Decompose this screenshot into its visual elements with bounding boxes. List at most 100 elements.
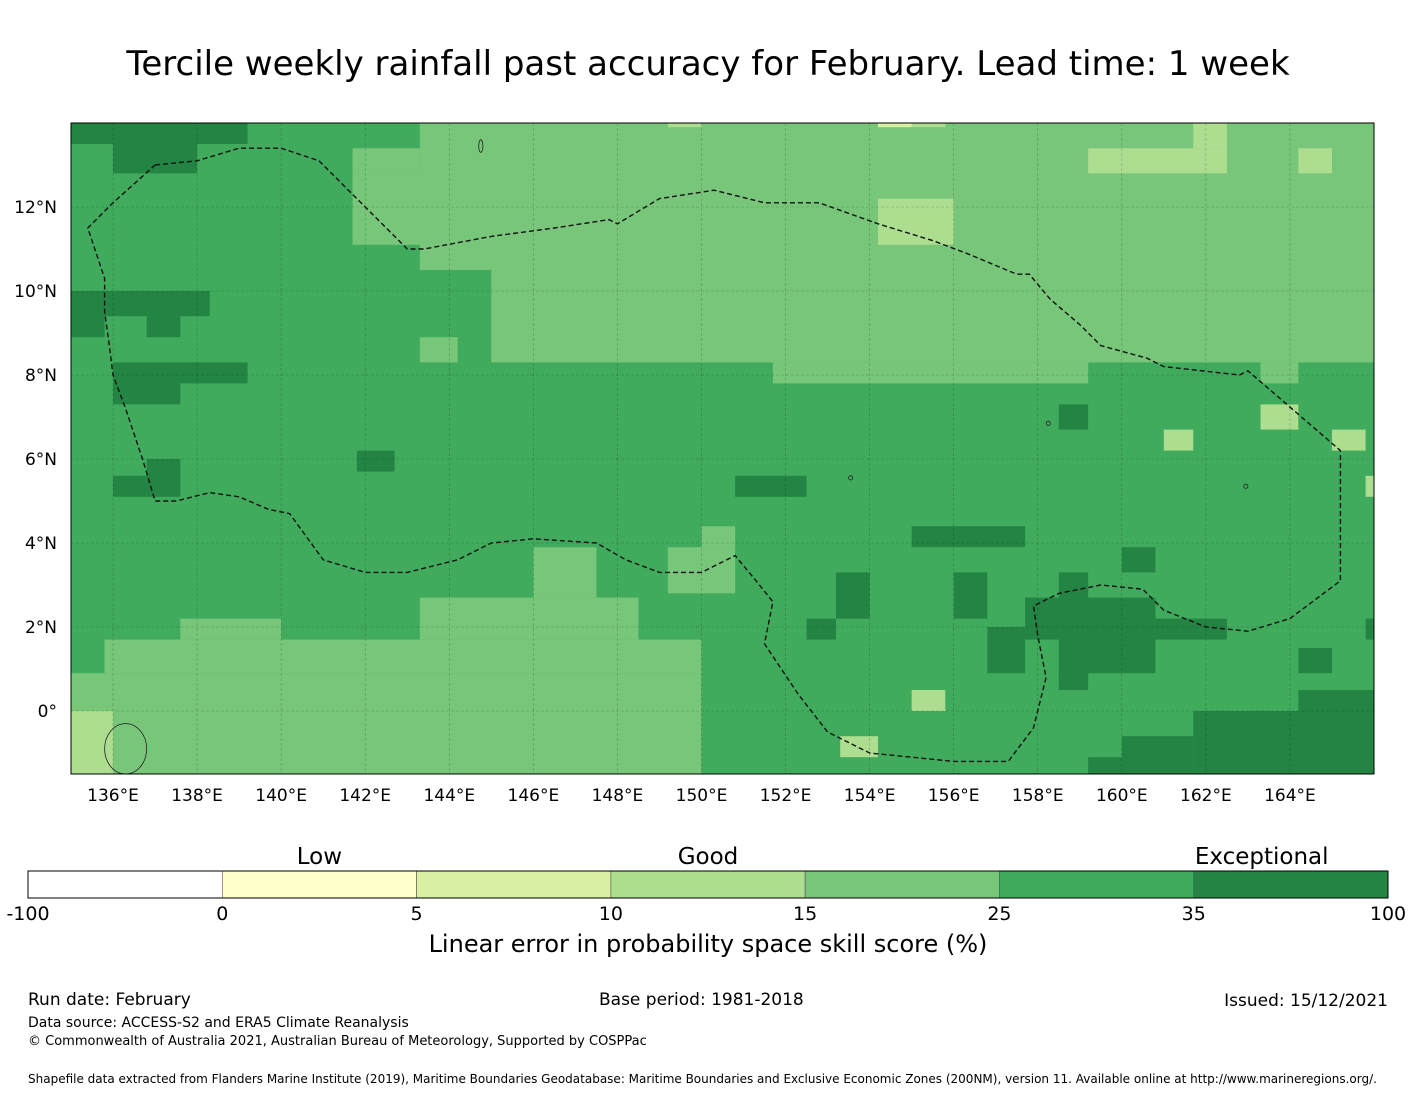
longitude-tick-label: 162°E	[1180, 786, 1232, 806]
latitude-ticks: 12°N 10°N 8°N 6°N 4°N 2°N 0°	[14, 198, 57, 722]
colorbar-segment	[804, 870, 1000, 899]
grid-cell	[419, 597, 639, 640]
longitude-ticks: 136°E 138°E 140°E 142°E 144°E 146°E 148°E 150°E…	[87, 786, 1316, 806]
colorbar-category-label: Low	[297, 844, 342, 870]
grid-cell	[352, 148, 420, 174]
grid-cell	[1365, 618, 1374, 640]
grid-cell	[1260, 362, 1299, 384]
grid-cell	[180, 618, 282, 640]
graticule	[71, 123, 1374, 774]
colorbar-segment	[221, 870, 417, 899]
latitude-tick-label: 12°N	[14, 198, 57, 218]
base-period: Base period: 1981-2018	[599, 990, 804, 1010]
longitude-tick-label: 148°E	[592, 786, 644, 806]
colorbar-tick-label: -100	[6, 903, 49, 925]
grid-cell	[987, 627, 1026, 674]
colorbar-tick-label: 15	[793, 903, 817, 925]
grid-cell	[667, 123, 702, 128]
colorbar-segment	[27, 870, 223, 899]
colorbar-segment	[1193, 870, 1389, 899]
grid-cell	[1193, 123, 1227, 149]
grid-cell	[953, 572, 988, 619]
grid-cell	[356, 450, 395, 472]
grid-cell	[840, 736, 879, 758]
grid-cell	[1058, 639, 1156, 674]
grid-cell	[1163, 429, 1194, 451]
latitude-tick-label: 8°N	[25, 366, 57, 386]
skill-grid	[71, 123, 1374, 774]
colorbar-tick-label: 5	[411, 903, 423, 925]
longitude-tick-label: 156°E	[928, 786, 980, 806]
colorbar-categories: Low Good Exceptional	[297, 844, 1329, 870]
colorbar-category-label: Exceptional	[1195, 844, 1329, 870]
grid-cell	[1058, 404, 1089, 430]
longitude-tick-label: 146°E	[508, 786, 560, 806]
grid-cell	[911, 690, 946, 711]
grid-cell	[1298, 148, 1332, 174]
issued-date: Issued: 15/12/2021	[1224, 991, 1388, 1011]
colorbar-category-label: Good	[678, 844, 739, 870]
shapefile-credit: Shapefile data extracted from Flanders M…	[28, 1072, 1377, 1086]
grid-cell	[1331, 429, 1366, 451]
longitude-tick-label: 160°E	[1096, 786, 1148, 806]
grid-cell	[197, 123, 248, 144]
grid-cell	[1025, 597, 1156, 640]
grid-cell	[1298, 648, 1332, 674]
grid-cell	[772, 362, 1089, 384]
colorbar-tick-label: 35	[1182, 903, 1206, 925]
longitude-tick-label: 144°E	[423, 786, 475, 806]
longitude-tick-label: 136°E	[87, 786, 139, 806]
latitude-tick-label: 4°N	[25, 534, 57, 554]
longitude-tick-label: 140°E	[255, 786, 307, 806]
copyright: © Commonwealth of Australia 2021, Austra…	[28, 1034, 647, 1049]
colorbar-segment	[610, 870, 806, 899]
longitude-tick-label: 142°E	[339, 786, 391, 806]
grid-cell	[113, 475, 147, 497]
island-outline	[1045, 420, 1051, 426]
latitude-tick-label: 2°N	[25, 618, 57, 638]
grid-cell	[419, 337, 458, 363]
longitude-tick-label: 150°E	[676, 786, 728, 806]
colorbar	[27, 870, 1389, 899]
grid-cell	[1058, 572, 1089, 598]
grid-cell	[1260, 404, 1299, 430]
grid-cell	[104, 639, 702, 674]
grid-cell	[71, 123, 114, 144]
colorbar-frame	[27, 870, 1389, 899]
grid-cell	[911, 526, 1026, 548]
data-source: Data source: ACCESS-S2 and ERA5 Climate …	[28, 1015, 409, 1031]
island-outlines	[104, 139, 1249, 775]
page-title: Tercile weekly rainfall past accuracy fo…	[126, 44, 1290, 84]
grid-cell	[878, 198, 954, 245]
island-outline	[478, 139, 484, 153]
grid-cell	[1193, 711, 1374, 774]
island-outline	[848, 475, 854, 481]
longitude-tick-label: 158°E	[1012, 786, 1064, 806]
grid-cell	[1088, 757, 1122, 774]
grid-cell	[146, 459, 181, 497]
grid-cell	[701, 526, 736, 548]
map-frame	[70, 122, 1375, 775]
grid-cell	[735, 475, 807, 497]
latitude-tick-label: 0°	[38, 702, 57, 722]
grid-cell	[835, 572, 870, 619]
grid-cell	[71, 673, 702, 774]
grid-cell	[491, 270, 1374, 363]
grid-cell	[71, 711, 114, 774]
grid-cell	[806, 618, 836, 640]
longitude-tick-label: 152°E	[760, 786, 812, 806]
colorbar-segment	[999, 870, 1195, 899]
run-date: Run date: February	[28, 990, 191, 1010]
grid-cell	[71, 291, 210, 317]
colorbar-tick-label: 0	[216, 903, 228, 925]
grid-cell	[1121, 736, 1194, 774]
longitude-tick-label: 164°E	[1264, 786, 1316, 806]
colorbar-tick-label: 25	[987, 903, 1011, 925]
colorbar-label: Linear error in probability space skill …	[428, 930, 988, 958]
grid-cell	[113, 383, 181, 405]
grid-cell	[878, 123, 912, 128]
grid-cell	[419, 123, 1374, 270]
grid-cell	[533, 547, 597, 598]
longitude-tick-label: 154°E	[844, 786, 896, 806]
